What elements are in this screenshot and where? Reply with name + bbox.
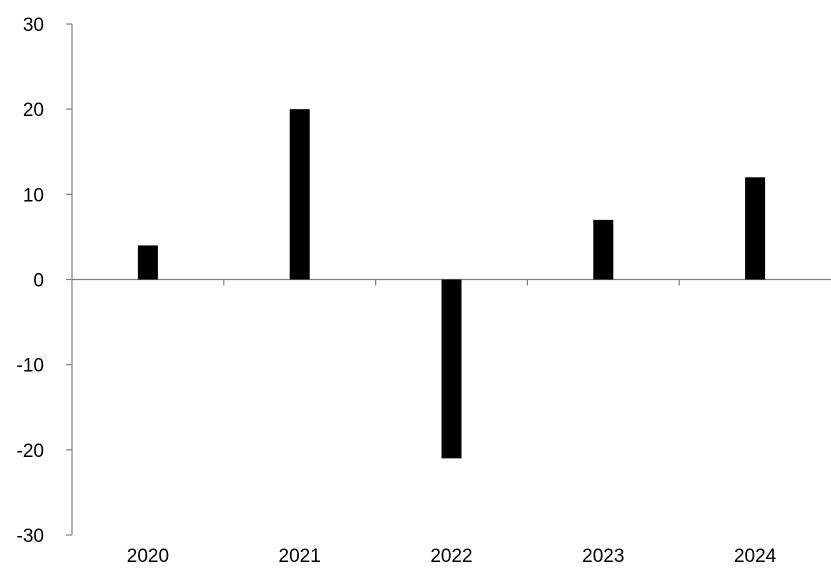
bar-2020 (137, 245, 158, 280)
y-tick-label: 0 (33, 271, 44, 292)
tick-labels: 30 20 10 0 -10 -20 -30 2020 2021 2022 2023 2024 (17, 15, 777, 567)
x-tick-label: 2023 (582, 546, 624, 567)
y-tick-label: -30 (17, 526, 44, 547)
bar-2021 (289, 109, 310, 280)
x-tick-label: 2024 (734, 546, 777, 567)
y-tick-label: -10 (17, 356, 44, 377)
y-tick-label: -20 (17, 441, 44, 462)
x-tick-label: 2022 (430, 546, 472, 567)
y-tick-label: 30 (23, 15, 44, 36)
bar-2024 (745, 177, 766, 280)
bar-2023 (593, 219, 614, 280)
y-tick-label: 10 (23, 185, 44, 206)
x-tick-label: 2020 (127, 546, 169, 567)
bar-2022 (441, 279, 462, 459)
bars (137, 109, 766, 459)
x-tick-label: 2021 (279, 546, 321, 567)
y-tick-label: 20 (23, 100, 44, 121)
